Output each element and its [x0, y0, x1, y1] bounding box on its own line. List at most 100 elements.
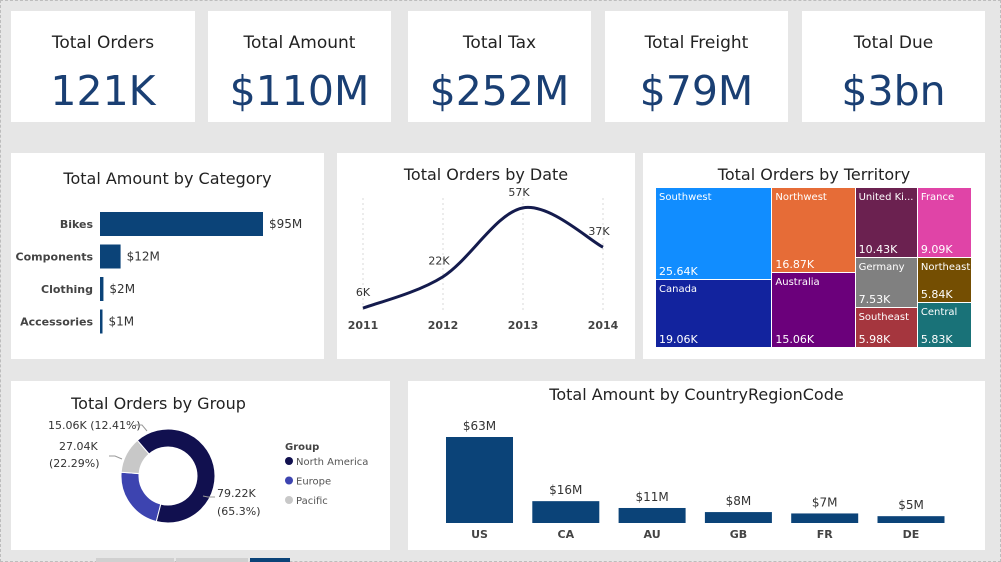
territory-treemap: Southwest 25.64K Canada 19.06K Northwest 16.8… [656, 188, 972, 348]
category-tick-label: Clothing [41, 283, 93, 296]
year-tick-label: 2014 [588, 319, 619, 332]
donut-data-label: 15.06K (12.41%) [48, 419, 141, 432]
kpi-title: Total Due [853, 33, 934, 53]
chart-title: Total Amount by CountryRegionCode [549, 385, 844, 404]
year-tick-label: 2012 [428, 319, 459, 332]
donut-data-label: 27.04K [59, 440, 98, 453]
treemap-cell[interactable]: Germany 7.53K [855, 257, 918, 309]
category-tick-label: Accessories [20, 316, 93, 329]
country-bar [532, 501, 600, 523]
treemap-cell-name: France [920, 192, 955, 203]
treemap-cell[interactable]: Southeast 5.98K [855, 308, 918, 348]
group-chart-card[interactable]: Total Orders by Group 15.06K (12.41%) 27.… [11, 381, 390, 550]
treemap-cell[interactable]: Northwest 16.87K [772, 188, 856, 273]
donut-data-label: 79.22K [217, 487, 256, 500]
kpi-value: $110M [229, 67, 370, 115]
category-bar-chart: Bikes $95M Components $12M Clothing $2M Access… [16, 212, 302, 334]
category-tick-label: Components [16, 251, 94, 264]
year-tick-label: 2013 [508, 319, 539, 332]
donut-slice [136, 428, 216, 524]
country-bar [877, 516, 945, 523]
country-data-label: $8M [726, 494, 752, 508]
kpi-value: $79M [639, 67, 754, 115]
category-bar [100, 244, 121, 269]
country-tick-label: FR [817, 528, 834, 541]
treemap-cell[interactable]: United Ki... 10.43K [855, 188, 918, 258]
kpi-value: 121K [50, 67, 156, 115]
kpi-card-total-orders[interactable]: Total Orders 121K [11, 11, 195, 122]
country-tick-label: DE [903, 528, 920, 541]
treemap-cell-name: Southwest [659, 192, 712, 203]
country-chart-card[interactable]: Total Amount by CountryRegionCode $63M US… [408, 381, 985, 550]
line-data-label: 22K [428, 255, 450, 268]
orders-line [362, 206, 604, 310]
country-bar [618, 507, 686, 523]
legend-marker [285, 496, 293, 504]
country-bar [704, 512, 772, 523]
donut-slice [120, 471, 162, 523]
treemap-cell-name: Australia [775, 276, 820, 288]
chart-title: Total Orders by Territory [717, 165, 911, 184]
treemap-cell-value: 7.53K [858, 293, 891, 307]
treemap-cell-name: Germany [858, 261, 905, 273]
legend-label: North America [296, 457, 368, 468]
label-leader-line [202, 495, 215, 498]
category-tick-label: Bikes [60, 218, 94, 231]
legend-title: Group [285, 442, 319, 453]
kpi-card-total-freight[interactable]: Total Freight $79M [605, 11, 788, 122]
treemap-cell-name: Canada [659, 283, 698, 295]
country-tick-label: US [471, 528, 488, 541]
category-chart-card[interactable]: Total Amount by Category Bikes $95M Compon… [11, 153, 324, 359]
treemap-cell-name: Northeast [920, 262, 971, 274]
treemap-cell-value: 16.87K [775, 257, 815, 271]
treemap-cell-value: 9.09K [920, 243, 953, 257]
treemap-cell[interactable]: Northeast 5.84K [917, 258, 972, 304]
treemap-cell-name: Southeast [858, 312, 910, 324]
line-data-label: 37K [588, 225, 610, 238]
date-chart-card[interactable]: Total Orders by Date 6K 2011 22K 2012 57K 201… [337, 153, 635, 359]
treemap-cell[interactable]: Southwest 25.64K [656, 188, 773, 280]
country-tick-label: CA [558, 528, 575, 541]
treemap-cell[interactable]: Australia 15.06K [772, 272, 856, 348]
legend-label: Europe [296, 477, 331, 488]
page-tab[interactable] [96, 558, 174, 562]
treemap-cell-value: 19.06K [659, 332, 698, 346]
chart-title: Total Orders by Group [71, 394, 246, 413]
category-data-label: $2M [109, 282, 135, 296]
country-data-label: $63M [463, 419, 496, 433]
page-tab[interactable] [176, 558, 248, 562]
kpi-card-total-tax[interactable]: Total Tax $252M [408, 11, 591, 122]
treemap-cell[interactable]: Canada 19.06K [656, 279, 773, 348]
kpi-title: Total Tax [462, 33, 537, 53]
donut-data-label: (22.29%) [49, 457, 100, 470]
category-data-label: $1M [109, 315, 135, 329]
category-data-label: $12M [127, 250, 160, 264]
date-line-chart: 6K 2011 22K 2012 57K 2013 37K 2014 [348, 186, 619, 332]
country-data-label: $11M [635, 490, 668, 504]
legend-marker [285, 476, 293, 485]
legend-label: Pacific [296, 496, 328, 507]
country-data-label: $7M [812, 495, 838, 509]
category-bar [100, 277, 104, 301]
kpi-card-total-amount[interactable]: Total Amount $110M [208, 11, 391, 122]
treemap-cell[interactable]: France 9.09K [917, 188, 972, 259]
territory-chart-card[interactable]: Total Orders by Territory Southwest 25.64… [643, 153, 985, 359]
country-tick-label: GB [730, 528, 747, 541]
category-data-label: $95M [269, 217, 302, 231]
line-data-label: 6K [356, 286, 371, 299]
country-tick-label: AU [644, 528, 661, 541]
group-donut-chart: 15.06K (12.41%) 27.04K (22.29%) 79.22K (65.3… [48, 419, 368, 524]
kpi-title: Total Amount [243, 33, 356, 53]
kpi-value: $3bn [841, 67, 946, 115]
treemap-cell[interactable]: Central 5.83K [917, 303, 972, 348]
kpi-card-total-due[interactable]: Total Due $3bn [802, 11, 985, 122]
label-leader-line [109, 455, 123, 460]
treemap-cell-value: 5.98K [858, 332, 891, 346]
treemap-cell-value: 5.84K [920, 288, 953, 302]
page-tab-active[interactable] [250, 558, 290, 562]
treemap-cell-value: 25.64K [659, 264, 698, 278]
country-bar-chart: $63M US $16M CA $11M AU $8M GB $7M FR $5M DE [446, 419, 945, 541]
treemap-cell-value: 10.43K [858, 242, 898, 256]
treemap-cell-value: 5.83K [920, 332, 953, 346]
chart-title: Total Orders by Date [403, 165, 569, 184]
